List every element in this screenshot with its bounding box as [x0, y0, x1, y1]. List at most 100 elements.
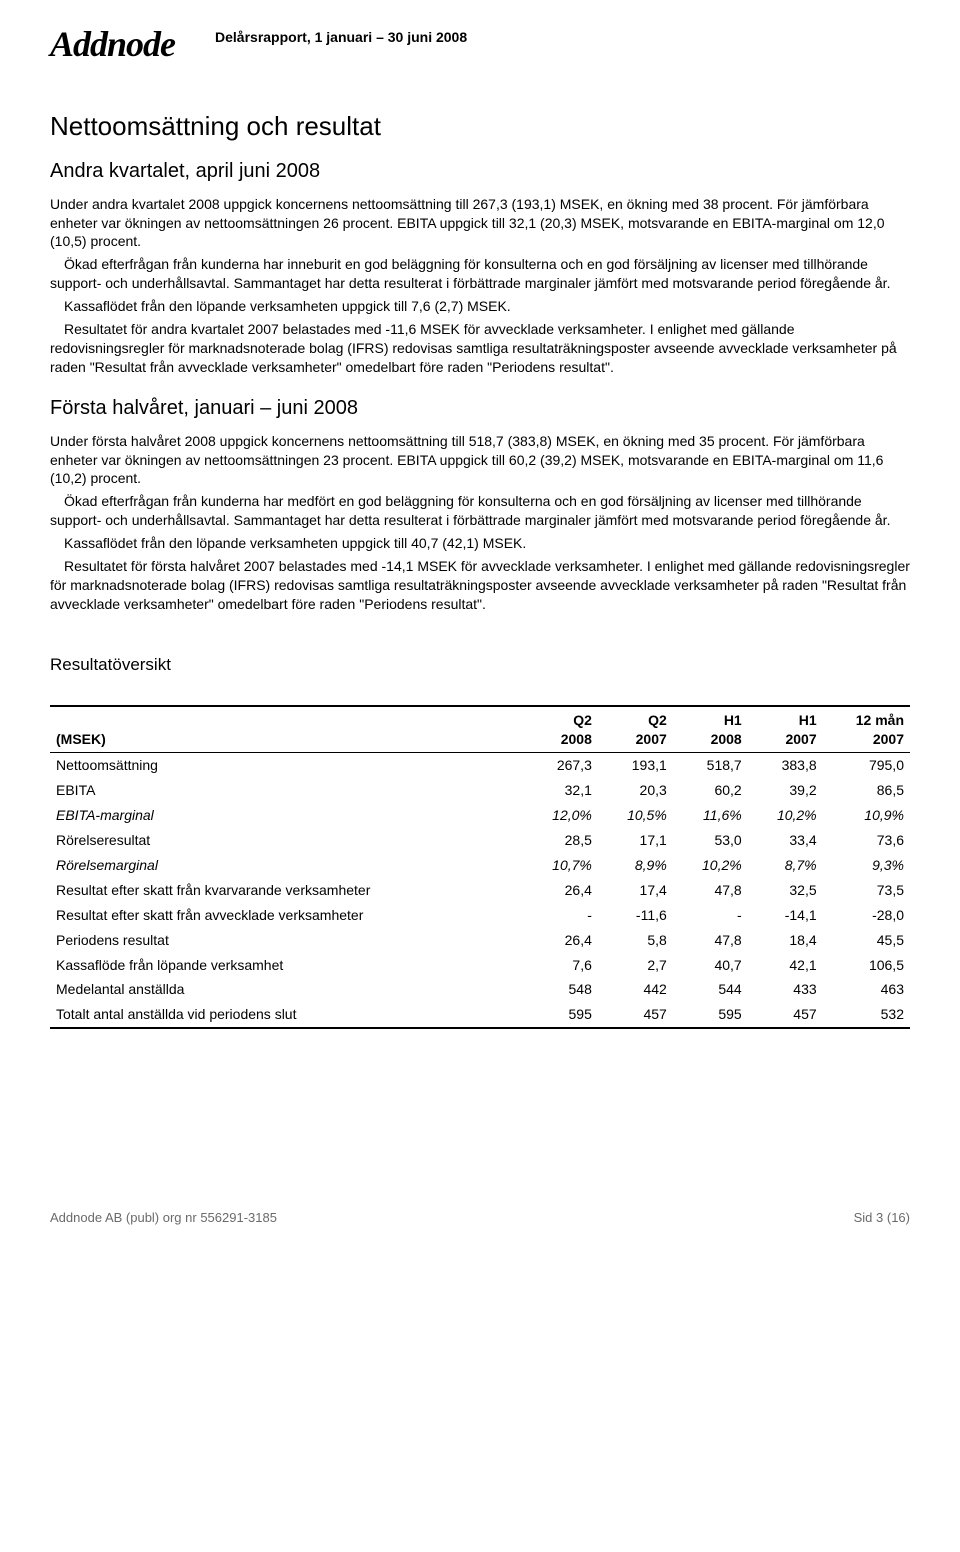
table-row-label: Kassaflöde från löpande verksamhet	[50, 953, 523, 978]
page-title: Nettoomsättning och resultat	[50, 109, 910, 144]
section-a-p1: Under andra kvartalet 2008 uppgick konce…	[50, 195, 910, 252]
table-row: EBITA-marginal12,0%10,5%11,6%10,2%10,9%	[50, 803, 910, 828]
table-cell: 73,5	[823, 878, 910, 903]
table-cell: 518,7	[673, 753, 748, 778]
table-cell: 8,9%	[598, 853, 673, 878]
table-cell: 457	[748, 1002, 823, 1028]
table-row-label: Nettoomsättning	[50, 753, 523, 778]
table-cell: -	[673, 903, 748, 928]
table-row-label: Resultat efter skatt från avvecklade ver…	[50, 903, 523, 928]
table-cell: 47,8	[673, 928, 748, 953]
table-cell: 86,5	[823, 778, 910, 803]
table-cell: 32,5	[748, 878, 823, 903]
table-cell: 17,4	[598, 878, 673, 903]
table-cell: 463	[823, 977, 910, 1002]
table-cell: 10,2%	[673, 853, 748, 878]
table-row-label: Rörelsemarginal	[50, 853, 523, 878]
section-a-p4: Resultatet för andra kvartalet 2007 bela…	[50, 320, 910, 377]
table-cell: 267,3	[523, 753, 598, 778]
table-row: Totalt antal anställda vid periodens slu…	[50, 1002, 910, 1028]
page-footer: Addnode AB (publ) org nr 556291-3185 Sid…	[50, 1209, 910, 1227]
table-row: Resultat efter skatt från avvecklade ver…	[50, 903, 910, 928]
table-cell: 40,7	[673, 953, 748, 978]
table-body: Nettoomsättning267,3193,1518,7383,8795,0…	[50, 753, 910, 1028]
section-b-p4: Resultatet för första halvåret 2007 bela…	[50, 557, 910, 614]
table-cell: 33,4	[748, 828, 823, 853]
table-row: Nettoomsättning267,3193,1518,7383,8795,0	[50, 753, 910, 778]
table-cell: -11,6	[598, 903, 673, 928]
table-cell: 433	[748, 977, 823, 1002]
table-row-label: Resultat efter skatt från kvarvarande ve…	[50, 878, 523, 903]
section-a-p2: Ökad efterfrågan från kunderna har inneb…	[50, 255, 910, 293]
table-cell: 544	[673, 977, 748, 1002]
table-row: Resultat efter skatt från kvarvarande ve…	[50, 878, 910, 903]
table-cell: 7,6	[523, 953, 598, 978]
table-cell: 17,1	[598, 828, 673, 853]
section-b-p2: Ökad efterfrågan från kunderna har medfö…	[50, 492, 910, 530]
table-cell: 10,2%	[748, 803, 823, 828]
table-cell: 32,1	[523, 778, 598, 803]
table-row: Rörelseresultat28,517,153,033,473,6	[50, 828, 910, 853]
footer-left: Addnode AB (publ) org nr 556291-3185	[50, 1209, 774, 1227]
table-cell: -	[523, 903, 598, 928]
table-cell: 193,1	[598, 753, 673, 778]
table-row: Periodens resultat26,45,847,818,445,5	[50, 928, 910, 953]
footer-mid: Sid 3 (16)	[774, 1209, 910, 1227]
table-cell: 532	[823, 1002, 910, 1028]
table-cell: 595	[673, 1002, 748, 1028]
table-cell: 11,6%	[673, 803, 748, 828]
table-cell: 20,3	[598, 778, 673, 803]
table-cell: 10,5%	[598, 803, 673, 828]
table-row: Kassaflöde från löpande verksamhet7,62,7…	[50, 953, 910, 978]
logo: Addnode	[50, 20, 175, 69]
table-cell: 10,7%	[523, 853, 598, 878]
table-cell: 45,5	[823, 928, 910, 953]
table-cell: 10,9%	[823, 803, 910, 828]
table-cell: 39,2	[748, 778, 823, 803]
table-cell: 8,7%	[748, 853, 823, 878]
table-cell: 9,3%	[823, 853, 910, 878]
table-cell: 60,2	[673, 778, 748, 803]
table-row: EBITA32,120,360,239,286,5	[50, 778, 910, 803]
table-cell: 795,0	[823, 753, 910, 778]
table-column-header: Q22007	[598, 706, 673, 753]
table-cell: 106,5	[823, 953, 910, 978]
table-cell: 12,0%	[523, 803, 598, 828]
header-subtitle: Delårsrapport, 1 januari – 30 juni 2008	[215, 20, 467, 47]
section-b-p1: Under första halvåret 2008 uppgick konce…	[50, 432, 910, 489]
table-cell: 2,7	[598, 953, 673, 978]
table-header-row: (MSEK) Q22008Q22007H12008H1200712 mån200…	[50, 706, 910, 753]
table-cell: 73,6	[823, 828, 910, 853]
table-column-header: Q22008	[523, 706, 598, 753]
table-cell: 28,5	[523, 828, 598, 853]
table-header-rowlabel: (MSEK)	[50, 706, 523, 753]
page-header: Addnode Delårsrapport, 1 januari – 30 ju…	[50, 20, 910, 69]
table-cell: 595	[523, 1002, 598, 1028]
table-cell: 26,4	[523, 878, 598, 903]
table-cell: -28,0	[823, 903, 910, 928]
table-row-label: Medelantal anställda	[50, 977, 523, 1002]
table-row-label: Rörelseresultat	[50, 828, 523, 853]
table-cell: 442	[598, 977, 673, 1002]
table-title: Resultatöversikt	[50, 654, 910, 677]
table-cell: 26,4	[523, 928, 598, 953]
section-a-heading: Andra kvartalet, april juni 2008	[50, 158, 910, 185]
table-cell: 548	[523, 977, 598, 1002]
section-b-p3: Kassaflödet från den löpande verksamhete…	[50, 534, 910, 553]
table-cell: 47,8	[673, 878, 748, 903]
table-row-label: Totalt antal anställda vid periodens slu…	[50, 1002, 523, 1028]
table-column-header: H12008	[673, 706, 748, 753]
table-cell: 42,1	[748, 953, 823, 978]
section-b-heading: Första halvåret, januari – juni 2008	[50, 395, 910, 422]
table-cell: 18,4	[748, 928, 823, 953]
table-cell: -14,1	[748, 903, 823, 928]
table-row: Medelantal anställda548442544433463	[50, 977, 910, 1002]
table-cell: 53,0	[673, 828, 748, 853]
table-row-label: Periodens resultat	[50, 928, 523, 953]
table-cell: 457	[598, 1002, 673, 1028]
table-column-header: 12 mån2007	[823, 706, 910, 753]
table-column-header: H12007	[748, 706, 823, 753]
table-row: Rörelsemarginal10,7%8,9%10,2%8,7%9,3%	[50, 853, 910, 878]
section-a-p3: Kassaflödet från den löpande verksamhete…	[50, 297, 910, 316]
table-row-label: EBITA-marginal	[50, 803, 523, 828]
